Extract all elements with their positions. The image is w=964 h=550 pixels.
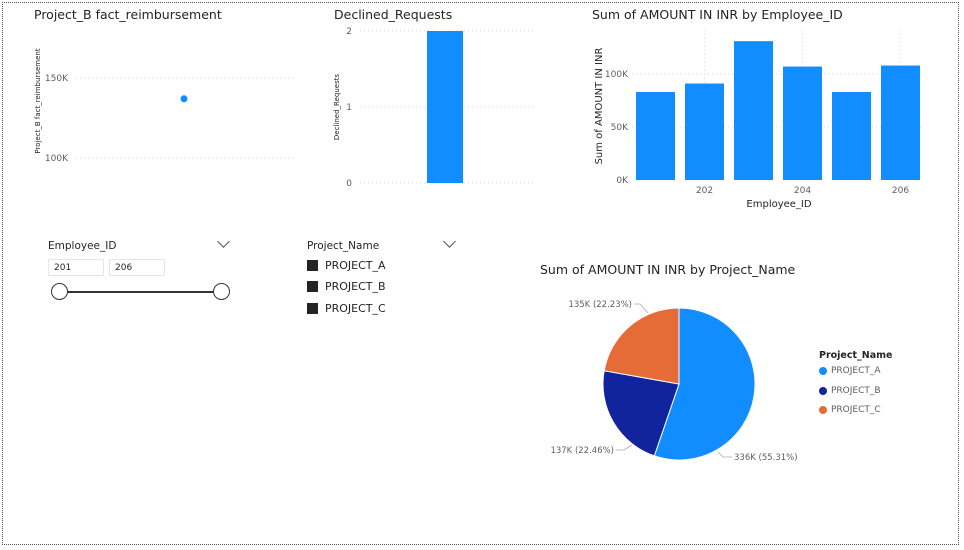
emp-xtick: 206 xyxy=(892,186,909,196)
chevron-down-icon[interactable] xyxy=(443,235,456,248)
legend-dot-icon xyxy=(819,387,827,395)
employee-slider-track[interactable] xyxy=(60,291,222,293)
pie-legend-label: PROJECT_A xyxy=(831,366,881,376)
pie-slice[interactable] xyxy=(603,307,680,385)
pie-legend-label: PROJECT_C xyxy=(831,405,881,415)
pie-leader-line xyxy=(717,451,732,458)
pie-data-label: 137K (22.46%) xyxy=(550,446,614,456)
scatter-title: Project_B fact_reimbursement xyxy=(34,7,222,22)
employee-slider-max-handle[interactable] xyxy=(213,283,230,300)
employee-range-min-input[interactable]: 201 xyxy=(48,259,104,276)
pie-title: Sum of AMOUNT IN INR by Project_Name xyxy=(540,262,796,277)
pie-data-label: 336K (55.31%) xyxy=(734,453,798,463)
pie-visual[interactable]: Sum of AMOUNT IN INR by Project_Name 336… xyxy=(536,256,936,486)
employee-id-slicer[interactable]: Employee_ID 201 206 xyxy=(40,232,240,312)
emp-ytick: 100K xyxy=(605,70,629,80)
declined-bar[interactable] xyxy=(427,31,463,183)
employee-bar[interactable] xyxy=(881,65,920,180)
employee-slider-min-handle[interactable] xyxy=(51,283,68,300)
checkbox-icon[interactable] xyxy=(307,260,318,271)
employee-slicer-title: Employee_ID xyxy=(48,240,117,252)
pie-legend-title: Project_Name xyxy=(819,350,893,361)
scatter-visual[interactable]: Project_B fact_reimbursement 150K 100K P… xyxy=(30,6,298,181)
emp-xlabel: Employee_ID xyxy=(746,199,811,210)
emp-ylabel: Sum of AMOUNT IN INR xyxy=(594,48,605,165)
emp-xtick: 202 xyxy=(696,186,713,196)
pie-slice[interactable] xyxy=(602,370,680,457)
employee-bar[interactable] xyxy=(734,41,773,180)
emp-ytick: 0K xyxy=(616,176,629,186)
amount-by-employee-visual[interactable]: Sum of AMOUNT IN INR by Employee_ID 100K… xyxy=(588,6,928,216)
employee-bar[interactable] xyxy=(636,92,675,180)
scatter-ylabel: Project_B fact_reimbursement xyxy=(34,48,42,153)
project-slicer-title: Project_Name xyxy=(307,240,380,252)
project-option-label: PROJECT_B xyxy=(325,280,386,293)
emp-xtick: 204 xyxy=(794,186,811,196)
project-option-label: PROJECT_A xyxy=(325,259,386,272)
employee-bar[interactable] xyxy=(783,66,822,180)
legend-dot-icon xyxy=(819,367,827,375)
scatter-ytick: 150K xyxy=(45,74,69,84)
declined-ytick: 0 xyxy=(346,179,352,188)
employee-range-max-input[interactable]: 206 xyxy=(109,259,165,276)
pie-leader-line xyxy=(634,303,649,314)
scatter-point[interactable] xyxy=(180,95,188,103)
amount-by-employee-title: Sum of AMOUNT IN INR by Employee_ID xyxy=(592,7,843,22)
scatter-chart: 150K 100K Project_B fact_reimbursement xyxy=(34,48,294,164)
project-option-label: PROJECT_C xyxy=(325,302,386,315)
pie-chart: 336K (55.31%) 137K (22.46%) 135K (22.23%… xyxy=(550,300,798,463)
project-option-b[interactable]: PROJECT_B xyxy=(307,280,386,293)
declined-chart: 2 1 0 Declined_Requests xyxy=(333,27,535,188)
pie-legend-item[interactable]: PROJECT_C xyxy=(819,405,881,415)
scatter-ytick: 100K xyxy=(45,154,69,164)
legend-dot-icon xyxy=(819,406,827,414)
chevron-down-icon[interactable] xyxy=(217,235,230,248)
project-option-c[interactable]: PROJECT_C xyxy=(307,302,386,315)
pie-legend-item[interactable]: PROJECT_B xyxy=(819,386,881,396)
pie-data-label: 135K (22.23%) xyxy=(568,300,632,310)
checkbox-icon[interactable] xyxy=(307,281,318,292)
employee-bar[interactable] xyxy=(832,92,871,180)
declined-ytick: 1 xyxy=(346,103,352,113)
pie-leader-line xyxy=(616,444,633,451)
declined-ytick: 2 xyxy=(346,27,352,37)
employee-bar[interactable] xyxy=(685,83,724,180)
amount-by-employee-chart: 100K 50K 0K Sum of AMOUNT IN INR 202 204… xyxy=(594,30,924,210)
pie-legend-item[interactable]: PROJECT_A xyxy=(819,366,881,376)
emp-ytick: 50K xyxy=(611,123,629,133)
declined-title: Declined_Requests xyxy=(334,7,453,22)
declined-visual[interactable]: Declined_Requests 2 1 0 Declined_Request… xyxy=(330,6,540,188)
project-name-slicer[interactable]: Project_Name PROJECT_A PROJECT_B PROJECT… xyxy=(300,232,465,327)
checkbox-icon[interactable] xyxy=(307,303,318,314)
project-option-a[interactable]: PROJECT_A xyxy=(307,259,386,272)
declined-ylabel: Declined_Requests xyxy=(333,74,341,141)
pie-legend-label: PROJECT_B xyxy=(831,386,881,396)
